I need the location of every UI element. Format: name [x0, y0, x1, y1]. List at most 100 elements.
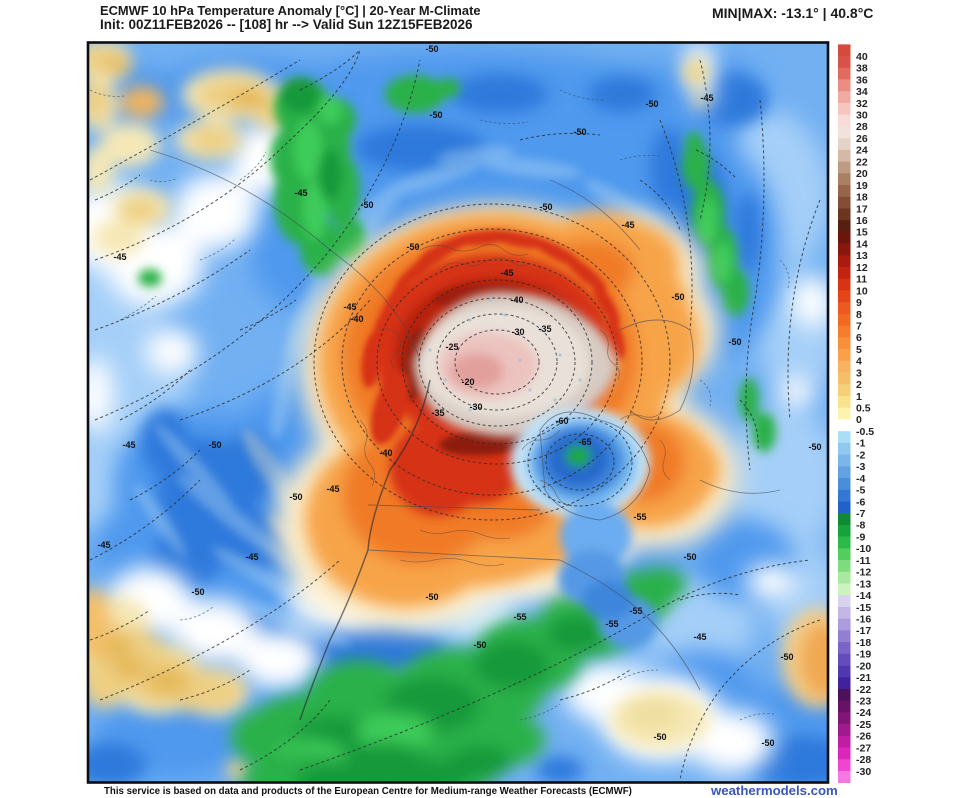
svg-text:16: 16 [856, 215, 868, 227]
svg-text:-8: -8 [856, 520, 865, 532]
svg-text:-6: -6 [856, 496, 865, 508]
svg-text:-15: -15 [856, 602, 871, 614]
svg-text:9: 9 [856, 297, 862, 309]
svg-text:-50: -50 [406, 242, 419, 252]
svg-text:-14: -14 [856, 590, 871, 602]
svg-text:5: 5 [856, 344, 862, 356]
svg-text:-45: -45 [343, 302, 356, 312]
svg-text:-45: -45 [122, 440, 135, 450]
svg-text:-55: -55 [629, 606, 642, 616]
svg-text:10: 10 [856, 285, 868, 297]
svg-text:7: 7 [856, 321, 862, 333]
svg-text:-22: -22 [856, 684, 871, 696]
svg-text:6: 6 [856, 332, 862, 344]
svg-text:-50: -50 [208, 440, 221, 450]
svg-text:ECMWF 10 hPa Temperature Anoma: ECMWF 10 hPa Temperature Anomaly [°C] | … [100, 3, 481, 18]
svg-text:-50: -50 [671, 292, 684, 302]
svg-text:This service is based on data: This service is based on data and produc… [104, 786, 632, 797]
svg-text:-13: -13 [856, 578, 871, 590]
svg-text:30: 30 [856, 110, 868, 122]
svg-text:34: 34 [856, 86, 868, 98]
svg-text:0: 0 [856, 414, 862, 426]
svg-text:-45: -45 [693, 632, 706, 642]
svg-text:-55: -55 [605, 619, 618, 629]
svg-text:8: 8 [856, 309, 862, 321]
svg-text:-26: -26 [856, 731, 871, 743]
svg-text:-17: -17 [856, 625, 871, 637]
svg-text:-50: -50 [360, 200, 373, 210]
svg-text:15: 15 [856, 227, 868, 239]
svg-text:-60: -60 [555, 416, 568, 426]
svg-text:-19: -19 [856, 649, 871, 661]
svg-text:-50: -50 [645, 99, 658, 109]
svg-text:38: 38 [856, 63, 868, 75]
svg-text:-20: -20 [461, 377, 474, 387]
svg-text:weathermodels.com: weathermodels.com [710, 783, 838, 798]
svg-text:22: 22 [856, 156, 868, 168]
svg-text:-50: -50 [761, 738, 774, 748]
svg-text:-40: -40 [510, 295, 523, 305]
svg-text:2: 2 [856, 379, 862, 391]
svg-text:-35: -35 [431, 408, 444, 418]
svg-text:36: 36 [856, 74, 868, 86]
svg-text:-16: -16 [856, 614, 871, 626]
svg-text:-50: -50 [539, 202, 552, 212]
svg-text:MIN|MAX: -13.1° | 40.8°C: MIN|MAX: -13.1° | 40.8°C [712, 5, 873, 21]
svg-text:Init: 00Z11FEB2026 -- [108] hr: Init: 00Z11FEB2026 -- [108] hr --> Valid… [100, 17, 473, 32]
svg-text:32: 32 [856, 98, 868, 110]
svg-text:-55: -55 [633, 512, 646, 522]
svg-text:-55: -55 [513, 612, 526, 622]
svg-text:-45: -45 [294, 188, 307, 198]
svg-text:-45: -45 [621, 220, 634, 230]
svg-text:-27: -27 [856, 742, 871, 754]
svg-text:-50: -50 [191, 587, 204, 597]
svg-text:-35: -35 [538, 324, 551, 334]
svg-text:24: 24 [856, 145, 868, 157]
svg-text:-5: -5 [856, 485, 865, 497]
svg-text:-7: -7 [856, 508, 865, 520]
svg-text:-45: -45 [326, 484, 339, 494]
svg-text:-10: -10 [856, 543, 871, 555]
svg-text:-50: -50 [473, 640, 486, 650]
svg-text:-11: -11 [856, 555, 871, 567]
svg-text:-40: -40 [350, 314, 363, 324]
svg-text:-45: -45 [245, 552, 258, 562]
svg-text:-0.5: -0.5 [856, 426, 874, 438]
svg-text:-24: -24 [856, 707, 871, 719]
svg-text:-1: -1 [856, 438, 865, 450]
svg-text:26: 26 [856, 133, 868, 145]
svg-text:-3: -3 [856, 461, 865, 473]
svg-text:40: 40 [856, 51, 868, 63]
svg-text:-23: -23 [856, 696, 871, 708]
svg-text:-12: -12 [856, 567, 871, 579]
svg-text:0.5: 0.5 [856, 403, 871, 415]
svg-text:-50: -50 [780, 652, 793, 662]
svg-text:-45: -45 [500, 268, 513, 278]
svg-text:-50: -50 [653, 732, 666, 742]
svg-text:1: 1 [856, 391, 862, 403]
svg-text:-50: -50 [289, 492, 302, 502]
svg-text:17: 17 [856, 203, 868, 215]
svg-text:12: 12 [856, 262, 868, 274]
svg-text:-30: -30 [469, 402, 482, 412]
svg-text:-40: -40 [379, 448, 392, 458]
svg-text:-20: -20 [856, 660, 871, 672]
svg-text:-28: -28 [856, 754, 871, 766]
svg-text:-45: -45 [97, 540, 110, 550]
svg-text:-30: -30 [856, 766, 871, 778]
svg-text:-18: -18 [856, 637, 871, 649]
svg-text:-50: -50 [728, 337, 741, 347]
svg-text:-30: -30 [511, 327, 524, 337]
svg-text:-25: -25 [856, 719, 871, 731]
svg-text:18: 18 [856, 192, 868, 204]
svg-text:4: 4 [856, 356, 862, 368]
svg-text:-50: -50 [425, 44, 438, 54]
svg-text:-45: -45 [700, 93, 713, 103]
svg-text:20: 20 [856, 168, 868, 180]
svg-text:-50: -50 [573, 127, 586, 137]
svg-text:-45: -45 [113, 252, 126, 262]
svg-text:-50: -50 [683, 552, 696, 562]
svg-text:-2: -2 [856, 449, 865, 461]
svg-text:-65: -65 [578, 437, 591, 447]
svg-text:11: 11 [856, 274, 867, 286]
